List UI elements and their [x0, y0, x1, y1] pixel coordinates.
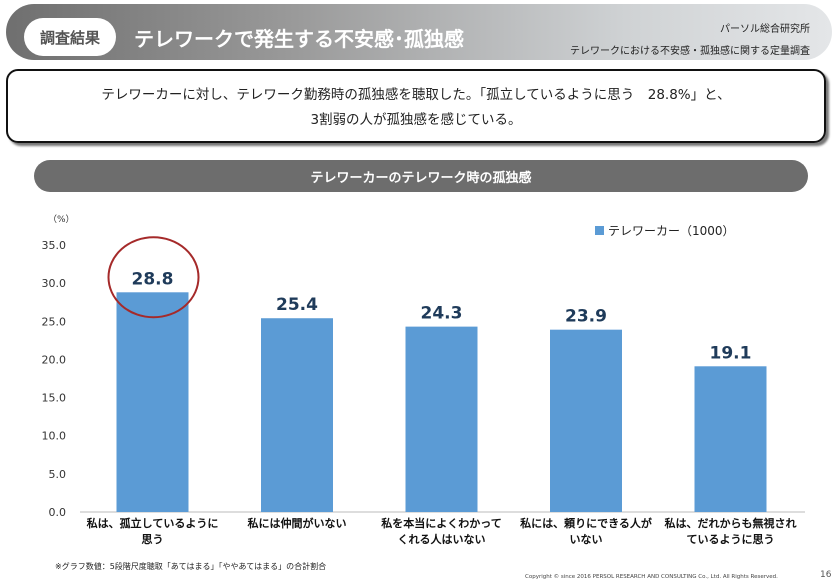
- page-number: 16: [820, 570, 832, 580]
- category-label: くれる人はいない: [398, 532, 486, 546]
- highlight-circle: [107, 236, 200, 319]
- category-label: 私を本当によくわかって: [381, 516, 501, 530]
- summary-line-2: 3割弱の人が孤独感を感じている。: [310, 112, 522, 128]
- category-label: いない: [570, 533, 603, 546]
- bar: [116, 292, 189, 512]
- y-tick-label: 0.0: [49, 506, 67, 519]
- category-label: 私には仲間がいない: [248, 516, 347, 530]
- bar: [405, 326, 478, 512]
- page-title: テレワークで発生する不安感･孤独感: [134, 27, 464, 51]
- footnote: ※グラフ数値：5段階尺度聴取「あてはまる」「ややあてはまる」の合計割合: [55, 562, 327, 571]
- organization-name: パーソル総合研究所: [720, 24, 810, 35]
- y-tick-label: 30.0: [42, 277, 67, 290]
- survey-name: テレワークにおける不安感・孤独感に関する定量調査: [570, 46, 810, 57]
- category-label: ているように思う: [687, 533, 775, 546]
- section-badge: 調査結果: [24, 18, 116, 56]
- category-label: 思う: [142, 533, 164, 546]
- y-tick-label: 5.0: [49, 468, 67, 481]
- summary-box: テレワーカーに対し、テレワーク勤務時の孤独感を聴取した。「孤立しているように思う…: [6, 69, 826, 143]
- copyright: Copyright © since 2016 PERSOL RESEARCH A…: [525, 574, 778, 580]
- legend-label: テレワーカー（1000）: [608, 224, 735, 238]
- y-tick-label: 25.0: [42, 315, 67, 328]
- category-label: 私には、頼りにできる人が: [520, 516, 652, 530]
- header-banner: 調査結果 テレワークで発生する不安感･孤独感 パーソル総合研究所 テレワークにお…: [6, 4, 832, 60]
- y-tick-label: 10.0: [42, 430, 67, 443]
- data-label: 24.3: [421, 304, 463, 324]
- bar: [261, 318, 333, 512]
- data-label: 28.8: [132, 269, 174, 289]
- category-label: 私は、だれからも無視され: [665, 516, 797, 530]
- data-label: 23.9: [565, 307, 607, 327]
- bar: [694, 366, 767, 512]
- y-tick-label: 15.0: [42, 392, 67, 405]
- data-label: 25.4: [276, 295, 318, 315]
- bar: [550, 329, 622, 512]
- y-axis-label: （%）: [48, 214, 75, 225]
- y-tick-label: 20.0: [42, 353, 67, 366]
- y-tick-label: 35.0: [42, 239, 67, 252]
- summary-line-1: テレワーカーに対し、テレワーク勤務時の孤独感を聴取した。「孤立しているように思う…: [101, 87, 731, 103]
- category-label: 私は、孤立しているように: [87, 516, 219, 530]
- chart-section-title: テレワーカーのテレワーク時の孤独感: [34, 160, 808, 192]
- data-label: 19.1: [710, 343, 752, 363]
- legend-swatch: [595, 226, 604, 235]
